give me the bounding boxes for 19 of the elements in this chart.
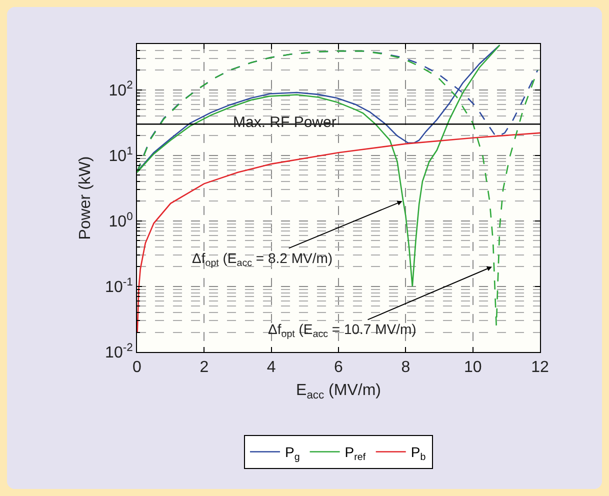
- x-tick-label: 6: [334, 359, 344, 376]
- y-tick-label: 10$^{-2}$: [105, 342, 133, 362]
- x-tick-label: 8: [401, 359, 410, 376]
- legend-label: P$_{b}$: [410, 444, 426, 464]
- legend-label: P$_{ref}$: [344, 444, 366, 464]
- y-tick-label: 10$^{-1}$: [105, 276, 133, 296]
- x-tick-label: 2: [200, 359, 209, 376]
- y-tick-label: 10$^{0}$: [108, 210, 133, 231]
- annotation: Δf$_{opt}$ (E$_{acc}$ = 10.7 MV/m): [268, 321, 416, 340]
- x-tick-label: 0: [132, 359, 142, 376]
- y-tick-label: 10$^{1}$: [108, 145, 133, 165]
- y-tick-label: 10$^{2}$: [108, 80, 133, 100]
- x-tick-label: 12: [531, 359, 549, 376]
- x-tick-label: 4: [266, 359, 276, 376]
- annotation: Δf$_{opt}$ (E$_{acc}$ = 8.2 MV/m): [192, 250, 333, 269]
- legend-label: P$_{g}$: [285, 444, 300, 464]
- x-tick-label: 10: [464, 359, 482, 376]
- y-axis-title: Power (kW): [76, 156, 94, 240]
- x-axis-title: E$_{acc}$ (MV/m): [296, 382, 381, 402]
